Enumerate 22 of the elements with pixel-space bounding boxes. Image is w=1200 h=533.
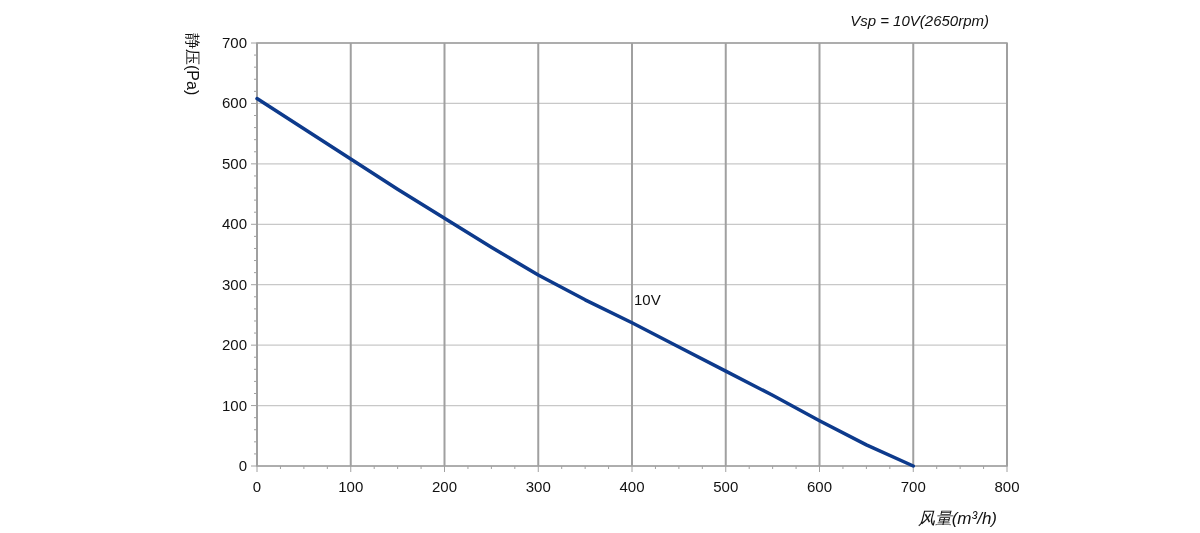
x-tick-label: 200 (431, 478, 458, 495)
x-tick-label: 300 (525, 478, 551, 495)
y-tick-label: 200 (221, 336, 247, 354)
x-tick-label: 0 (252, 478, 262, 495)
y-tick-label: 600 (221, 94, 247, 112)
x-tick-label: 100 (338, 478, 364, 495)
y-tick-label: 300 (221, 275, 247, 293)
x-axis-title: 风量(m³/h) (917, 509, 997, 528)
y-tick-label: 400 (221, 215, 247, 233)
line-series (255, 96, 915, 468)
x-tick-label: 700 (900, 478, 926, 495)
y-tick-label: 700 (221, 34, 247, 51)
x-tick-label: 500 (713, 478, 739, 495)
x-tick-label: 800 (994, 478, 1020, 495)
x-tick-label: 600 (806, 478, 833, 495)
y-tick-label: 100 (221, 396, 247, 414)
x-tick-label: 400 (619, 478, 645, 495)
text: Vsp = 10V(2650rpm) (850, 12, 989, 29)
y-axis-title: 静压(Pa) (184, 33, 201, 96)
series-label: 10V (634, 290, 661, 308)
y-tick-label: 0 (238, 457, 247, 474)
y-tick-label: 500 (221, 154, 247, 172)
